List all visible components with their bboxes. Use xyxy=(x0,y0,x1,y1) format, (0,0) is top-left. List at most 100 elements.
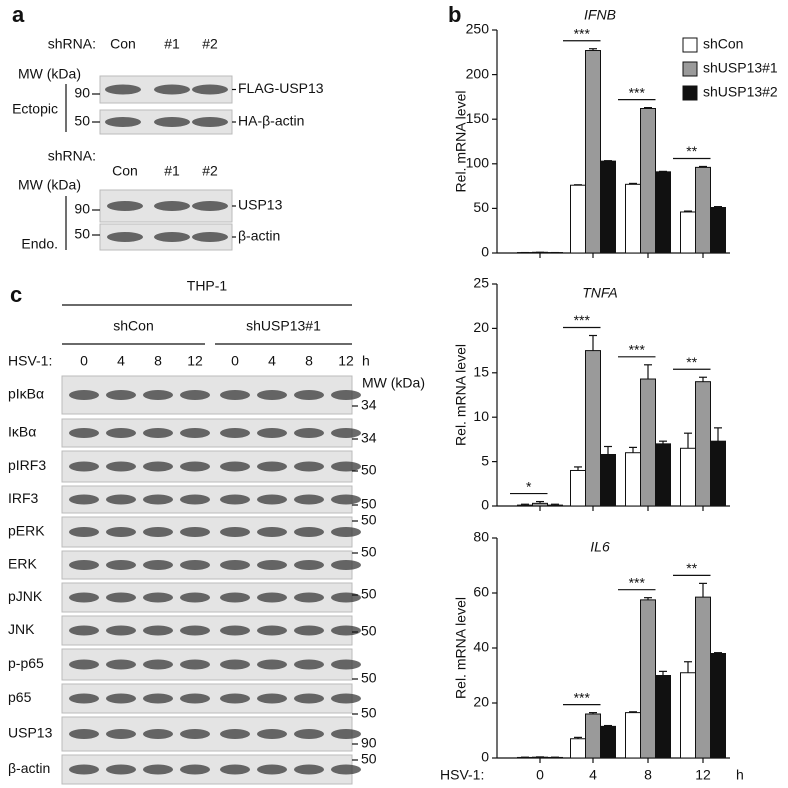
band xyxy=(220,560,250,570)
band xyxy=(331,494,361,505)
band xyxy=(294,560,324,570)
panel-label: c xyxy=(10,282,22,307)
error-bar xyxy=(574,736,582,739)
band xyxy=(143,494,173,505)
significance-label: *** xyxy=(629,574,646,590)
band xyxy=(106,659,136,670)
band xyxy=(69,764,99,775)
band xyxy=(105,117,141,127)
lane-label: #2 xyxy=(202,163,218,179)
band xyxy=(143,693,173,704)
mw-label: MW (kDa) xyxy=(362,375,425,391)
band xyxy=(331,764,361,775)
band xyxy=(294,625,324,636)
bar xyxy=(680,672,696,759)
time-label: 8 xyxy=(154,353,162,369)
error-bar xyxy=(604,445,612,455)
time-label: 4 xyxy=(268,353,276,369)
legend-swatch xyxy=(682,37,698,53)
mw-marker: 34 xyxy=(361,430,377,446)
blot-label: β-actin xyxy=(238,228,280,244)
blot-label: β-actin xyxy=(8,760,50,776)
error-bar xyxy=(536,500,544,504)
band xyxy=(192,201,228,211)
bar xyxy=(532,502,548,507)
band xyxy=(143,729,173,739)
error-bar xyxy=(714,427,722,442)
bar xyxy=(517,504,533,507)
y-tick-label: 40 xyxy=(473,639,489,655)
band xyxy=(180,693,210,704)
band xyxy=(106,461,136,472)
y-tick-label: 0 xyxy=(481,497,489,513)
bar xyxy=(585,50,601,254)
bar xyxy=(640,378,656,507)
band xyxy=(106,625,136,636)
mw-marker: 50 xyxy=(361,512,377,528)
bar xyxy=(695,596,711,759)
bar xyxy=(640,599,656,759)
legend-label: shUSP13#1 xyxy=(703,60,778,76)
band xyxy=(180,764,210,775)
band xyxy=(257,560,287,570)
mw-marker: 90 xyxy=(74,85,90,101)
y-tick-label: 150 xyxy=(466,110,490,126)
group-name: shCon xyxy=(113,318,153,334)
lane-label: #1 xyxy=(164,163,180,179)
band xyxy=(294,729,324,739)
band xyxy=(69,729,99,739)
band xyxy=(192,232,228,242)
time-label: 8 xyxy=(305,353,313,369)
band xyxy=(257,461,287,472)
error-bar xyxy=(644,597,652,600)
blot-label: ERK xyxy=(8,556,37,572)
panel-label: b xyxy=(448,2,461,27)
band xyxy=(154,117,190,127)
band xyxy=(69,693,99,704)
x-tick-label: 4 xyxy=(589,767,597,783)
legend-label: shCon xyxy=(703,36,743,52)
mw-marker: 90 xyxy=(74,201,90,217)
band xyxy=(257,494,287,505)
legend-swatch xyxy=(682,85,698,101)
time-label: 4 xyxy=(117,353,125,369)
band xyxy=(180,461,210,472)
blot-label: pERK xyxy=(8,523,45,539)
band xyxy=(106,494,136,505)
band xyxy=(69,592,99,603)
bar xyxy=(655,443,671,507)
bar xyxy=(680,211,696,254)
band xyxy=(107,232,143,242)
significance-label: *** xyxy=(574,689,591,705)
band xyxy=(257,659,287,670)
band xyxy=(180,390,210,400)
bar xyxy=(625,712,641,759)
error-bar xyxy=(574,466,582,471)
band xyxy=(192,84,228,95)
bar xyxy=(585,713,601,759)
blot-label: p65 xyxy=(8,689,32,705)
band xyxy=(220,693,250,704)
significance-label: *** xyxy=(574,312,591,328)
band xyxy=(180,494,210,505)
error-bar xyxy=(684,661,692,673)
cell-line: THP-1 xyxy=(187,278,228,294)
blot-label: USP13 xyxy=(238,197,283,213)
band xyxy=(69,625,99,636)
bar xyxy=(625,183,641,254)
time-label: 0 xyxy=(231,353,239,369)
panel-label: a xyxy=(12,2,25,27)
band xyxy=(180,659,210,670)
significance-label: ** xyxy=(686,560,697,576)
lane-label: #2 xyxy=(202,36,218,52)
error-bar xyxy=(589,712,597,714)
mw-marker: 90 xyxy=(361,735,377,751)
bar xyxy=(625,452,641,507)
y-tick-label: 0 xyxy=(481,244,489,260)
band xyxy=(143,428,173,438)
significance-label: ** xyxy=(686,143,697,159)
bar xyxy=(710,653,726,759)
band xyxy=(106,764,136,775)
band xyxy=(69,560,99,570)
